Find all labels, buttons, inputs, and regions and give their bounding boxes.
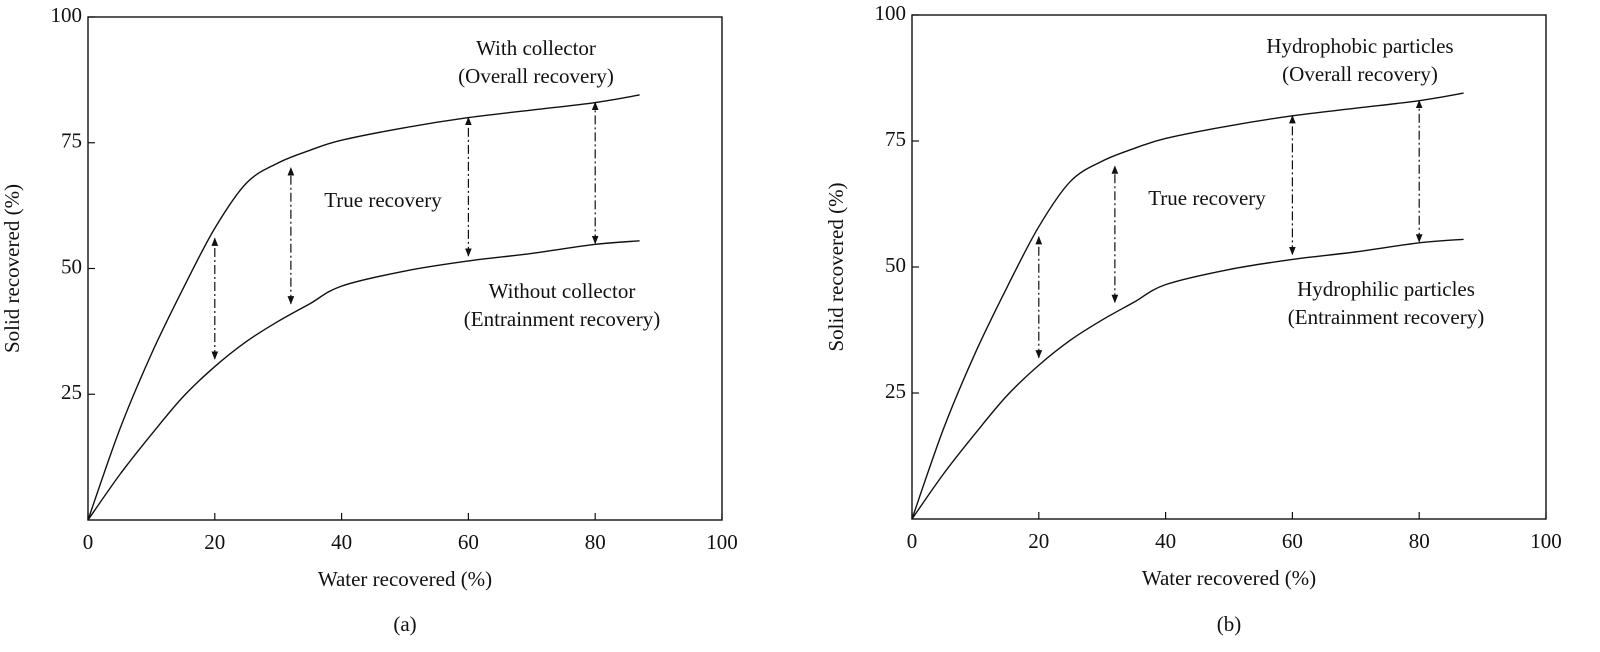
annotation: (Overall recovery) bbox=[458, 64, 614, 88]
x-tick-label: 20 bbox=[1028, 529, 1049, 553]
x-tick-label: 100 bbox=[706, 530, 738, 554]
x-axis-label: Water recovered (%) bbox=[318, 567, 492, 591]
curve bbox=[87, 94, 640, 521]
x-tick-label: 0 bbox=[83, 530, 94, 554]
y-tick-label: 100 bbox=[51, 3, 83, 27]
curve bbox=[911, 92, 1464, 520]
plot-frame bbox=[911, 14, 1547, 520]
x-tick-label: 60 bbox=[458, 530, 479, 554]
x-tick-label: 40 bbox=[1155, 529, 1176, 553]
x-tick-label: 20 bbox=[204, 530, 225, 554]
x-tick-label: 80 bbox=[585, 530, 606, 554]
y-tick-label: 75 bbox=[61, 129, 82, 153]
panel: 0 20 40 60 80 100 25 50 75 100 Water recovered (%)… bbox=[0, 3, 738, 636]
annotation: (Overall recovery) bbox=[1282, 62, 1438, 86]
y-tick-label: 50 bbox=[61, 254, 82, 278]
curve bbox=[87, 240, 640, 521]
y-tick-label: 25 bbox=[885, 379, 906, 403]
panel-caption: (b) bbox=[1217, 612, 1242, 636]
annotation: Hydrophobic particles bbox=[1266, 34, 1453, 58]
y-axis-label: Solid recovered (%) bbox=[0, 184, 24, 353]
annotation: True recovery bbox=[324, 188, 442, 212]
x-axis-label: Water recovered (%) bbox=[1142, 566, 1316, 590]
panel: 0 20 40 60 80 100 25 50 75 100 Water recovered (%)… bbox=[824, 1, 1562, 636]
annotation: Hydrophilic particles bbox=[1297, 277, 1475, 301]
y-tick-label: 100 bbox=[875, 1, 907, 25]
x-tick-label: 40 bbox=[331, 530, 352, 554]
x-tick-label: 0 bbox=[907, 529, 918, 553]
annotation: With collector bbox=[476, 36, 596, 60]
panel-caption: (a) bbox=[393, 612, 416, 636]
y-tick-label: 75 bbox=[885, 127, 906, 151]
y-tick-label: 25 bbox=[61, 380, 82, 404]
curve bbox=[911, 238, 1464, 520]
annotation: (Entrainment recovery) bbox=[1288, 305, 1485, 329]
y-axis-label: Solid recovered (%) bbox=[824, 182, 848, 351]
x-tick-label: 100 bbox=[1530, 529, 1562, 553]
annotation: Without collector bbox=[489, 279, 636, 303]
y-tick-label: 50 bbox=[885, 253, 906, 277]
annotation: True recovery bbox=[1148, 186, 1266, 210]
x-tick-label: 80 bbox=[1409, 529, 1430, 553]
plot-frame bbox=[87, 16, 723, 521]
annotation: (Entrainment recovery) bbox=[464, 307, 661, 331]
x-tick-label: 60 bbox=[1282, 529, 1303, 553]
